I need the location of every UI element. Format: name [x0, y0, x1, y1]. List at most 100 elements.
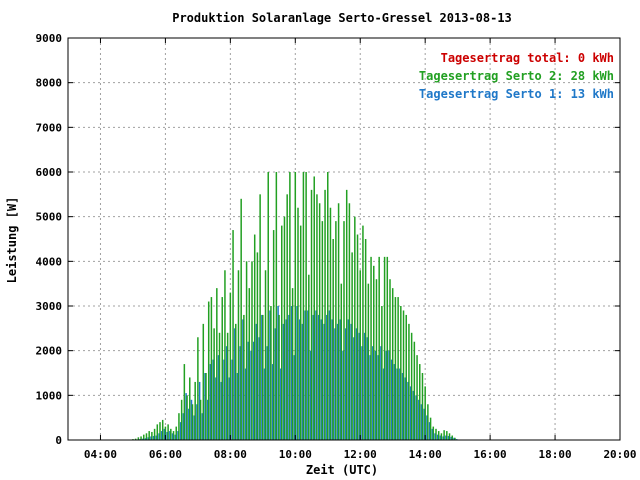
bar-serto-1 — [372, 346, 374, 440]
bar-serto-1 — [234, 328, 236, 440]
bar-serto-1 — [418, 399, 420, 440]
x-tick-label: 12:00 — [344, 448, 377, 461]
x-tick-label: 04:00 — [84, 448, 117, 461]
bar-serto-1 — [369, 355, 371, 440]
y-tick-label: 9000 — [36, 32, 63, 45]
bar-serto-2 — [278, 314, 280, 440]
bar-serto-1 — [323, 323, 325, 440]
bar-serto-1 — [385, 350, 388, 440]
bar-serto-1 — [439, 435, 442, 440]
bar-serto-1 — [236, 373, 239, 440]
plot-frame — [67, 37, 621, 441]
bar-serto-2 — [435, 428, 437, 440]
bar-serto-2 — [256, 252, 259, 440]
bar-serto-1 — [201, 413, 204, 440]
bar-serto-2 — [281, 225, 283, 440]
bar-serto-2 — [140, 436, 142, 440]
bar-serto-2 — [321, 221, 324, 440]
bar-serto-2 — [299, 225, 302, 440]
bar-serto-2 — [251, 261, 253, 440]
bar-serto-1 — [179, 422, 182, 440]
bar-serto-2 — [143, 434, 145, 440]
x-tick-label: 18:00 — [538, 448, 571, 461]
bar-serto-1 — [177, 431, 179, 440]
bar-serto-1 — [142, 438, 144, 440]
bar-serto-2 — [213, 328, 215, 440]
y-axis-ticks: 0 1000 2000 3000 4000 5000 6000 7000 8000 9000 — [36, 32, 620, 447]
bar-serto-2 — [137, 437, 140, 440]
bar-serto-1 — [166, 431, 168, 440]
bar-serto-2 — [386, 256, 389, 440]
bar-serto-2 — [367, 283, 370, 440]
bar-serto-1 — [171, 433, 174, 440]
bar-serto-2 — [327, 172, 329, 440]
bar-serto-1 — [220, 381, 223, 440]
bar-serto-2 — [359, 270, 361, 440]
bar-serto-1 — [258, 337, 260, 440]
bar-serto-2 — [383, 256, 386, 440]
bar-serto-2 — [202, 323, 205, 440]
bar-serto-1 — [350, 323, 352, 440]
bar-serto-2 — [264, 270, 267, 440]
bar-serto-2 — [237, 270, 240, 440]
y-tick-label: 5000 — [36, 211, 63, 224]
bar-serto-2 — [153, 428, 156, 440]
bar-serto-2 — [216, 288, 218, 440]
bar-serto-1 — [253, 341, 255, 440]
bar-serto-2 — [343, 221, 345, 440]
bar-serto-1 — [361, 346, 363, 440]
bar-serto-1 — [269, 310, 271, 440]
bar-serto-1 — [415, 395, 417, 440]
bar-serto-2 — [229, 292, 232, 440]
y-tick-label: 0 — [55, 434, 62, 447]
bar-serto-2 — [373, 265, 375, 440]
bar-serto-2 — [224, 270, 226, 440]
bar-serto-2 — [362, 225, 364, 440]
bar-serto-1 — [261, 314, 263, 440]
bar-serto-2 — [308, 274, 310, 440]
bar-serto-2 — [294, 172, 297, 440]
bar-serto-2 — [381, 306, 383, 440]
bar-serto-1 — [244, 368, 247, 440]
bar-serto-2 — [454, 437, 456, 440]
bar-serto-2 — [416, 355, 418, 440]
bars-layer — [132, 172, 458, 440]
bar-serto-2 — [194, 381, 196, 440]
bar-serto-2 — [356, 234, 359, 440]
bar-serto-1 — [363, 332, 366, 440]
bar-serto-2 — [226, 332, 229, 440]
bar-serto-2 — [397, 297, 399, 440]
bar-serto-2 — [340, 283, 343, 440]
x-tick-label: 14:00 — [409, 448, 442, 461]
bar-serto-2 — [313, 176, 315, 440]
x-axis-ticks: 04:00 06:00 08:00 10:00 12:00 14:00 16:00 18:00… — [84, 38, 637, 461]
bar-serto-1 — [399, 368, 401, 440]
bar-serto-2 — [259, 194, 261, 440]
bar-serto-2 — [197, 337, 199, 440]
bar-serto-2 — [419, 364, 421, 440]
bar-serto-1 — [282, 323, 285, 440]
bar-serto-1 — [315, 310, 317, 440]
bar-serto-2 — [270, 306, 272, 440]
bar-serto-2 — [221, 297, 223, 440]
bar-serto-1 — [388, 350, 390, 440]
bar-serto-1 — [193, 415, 195, 440]
bar-serto-1 — [255, 323, 258, 440]
bar-serto-1 — [158, 433, 160, 440]
bar-serto-2 — [245, 261, 248, 440]
bar-serto-2 — [421, 373, 424, 440]
bar-serto-2 — [275, 172, 278, 440]
bar-serto-2 — [191, 404, 194, 440]
x-tick-label: 06:00 — [149, 448, 182, 461]
bar-serto-2 — [170, 428, 172, 440]
bar-serto-1 — [374, 350, 377, 440]
bar-serto-1 — [250, 350, 252, 440]
bar-serto-1 — [396, 368, 398, 440]
bar-serto-2 — [218, 332, 221, 440]
bar-serto-2 — [448, 433, 451, 440]
bar-serto-2 — [335, 221, 337, 440]
bar-serto-2 — [345, 189, 348, 440]
bar-serto-1 — [453, 437, 455, 440]
bar-serto-1 — [144, 438, 147, 440]
bar-serto-1 — [420, 404, 423, 440]
